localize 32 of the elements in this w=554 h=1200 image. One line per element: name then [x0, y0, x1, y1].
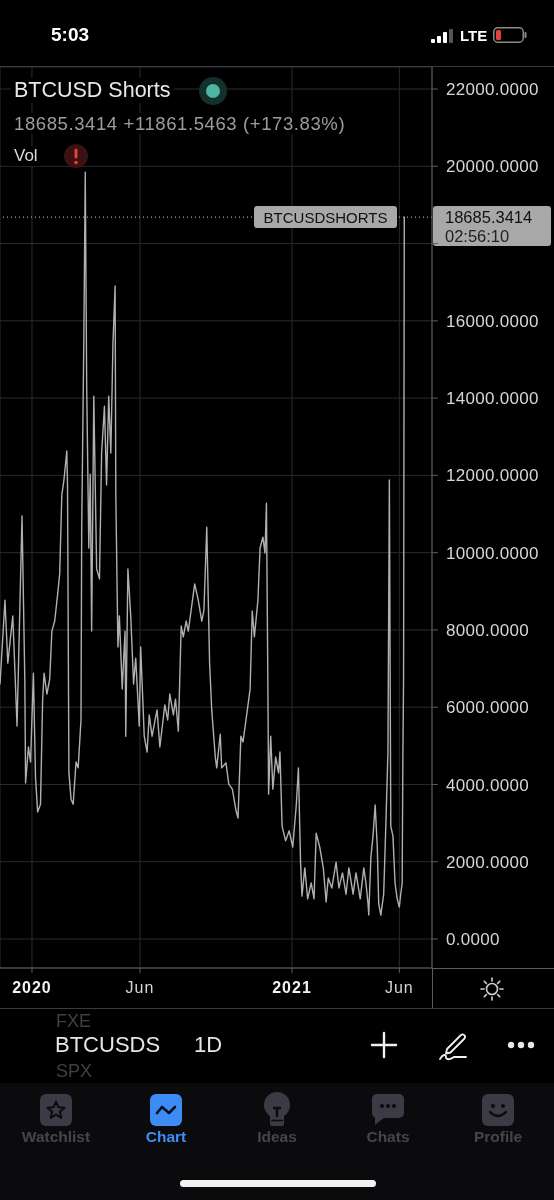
x-tick-label: 2021 [272, 978, 312, 996]
text: 1D [194, 1032, 223, 1058]
y-tick-label: 2000.0000 [446, 852, 530, 872]
y-tick-label: 22000.0000 [446, 80, 539, 100]
text: 18685.3414 +11861.5463 (+173.83%) [11, 113, 349, 135]
y-tick-label: 4000.0000 [446, 775, 530, 795]
text: 5:03 [51, 24, 90, 46]
y-tick-label: 0.0000 [446, 930, 500, 950]
text: Chart [145, 1128, 187, 1146]
text: SPX [56, 1061, 93, 1082]
text: 18685.3414 [445, 208, 533, 227]
y-tick-label: 16000.0000 [446, 311, 539, 331]
annotation: Vol [11, 146, 41, 166]
text: BTCUSD Shorts [11, 78, 174, 103]
x-tick-label: 2020 [12, 978, 52, 996]
x-tick-label: Jun [125, 978, 155, 996]
y-tick-label: 14000.0000 [446, 389, 539, 409]
text: Ideas [257, 1128, 297, 1146]
text: Watchlist [21, 1128, 91, 1146]
y-tick-label: 10000.0000 [446, 543, 539, 563]
text: Profile [473, 1128, 523, 1146]
text: 02:56:10 [445, 227, 510, 246]
ref-line-label: BTCUSDSHORTS [263, 208, 388, 226]
y-tick-label: 12000.0000 [446, 466, 539, 486]
y-tick-label: 20000.0000 [446, 157, 539, 177]
y-tick-label: 6000.0000 [446, 698, 530, 718]
text: Chats [366, 1128, 410, 1146]
text: BTCUSDS [55, 1032, 161, 1058]
x-tick-label: Jun [384, 978, 414, 996]
text: LTE [460, 27, 488, 45]
y-tick-label: 8000.0000 [446, 620, 530, 640]
text: FXE [56, 1011, 92, 1032]
